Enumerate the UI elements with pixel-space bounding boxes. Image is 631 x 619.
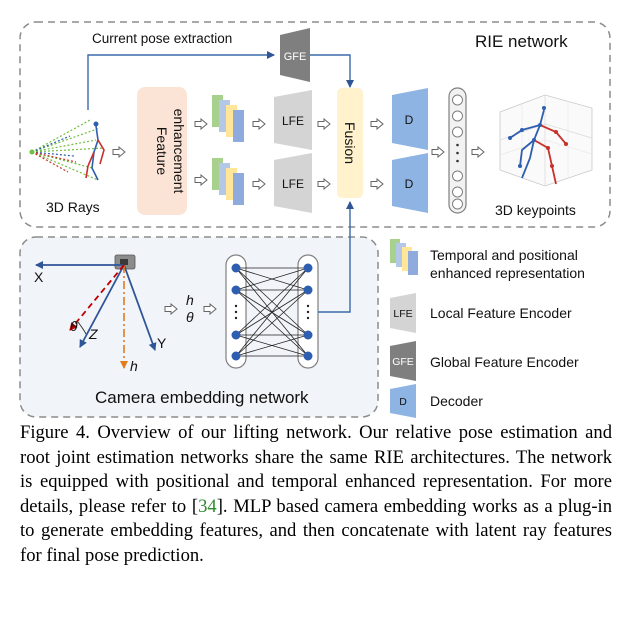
arrow-rays-to-feature (112, 146, 126, 158)
3d-rays-label: 3D Rays (46, 199, 100, 215)
decoder-label-top: D (405, 113, 414, 127)
current-pose-label: Current pose extraction (92, 31, 232, 46)
axis-x-label: X (34, 269, 44, 285)
gfe-block (280, 28, 310, 82)
lfe-block-bottom (274, 153, 312, 213)
decoder-label-bottom: D (405, 177, 414, 191)
feature-enhancement-line2: enhancement (171, 109, 187, 194)
stacked-representation-bottom (212, 158, 244, 205)
stacked-representation-top (212, 95, 244, 142)
fusion-label: Fusion (342, 122, 358, 164)
feature-enhancement-line1: Feature (154, 127, 170, 175)
lfe-block-top (274, 90, 312, 150)
arrow-lfe-to-fusion-bottom (317, 178, 331, 190)
lfe-label-bottom: LFE (282, 177, 304, 191)
fusion-box (337, 88, 363, 198)
rie-network-region (19, 21, 611, 228)
3d-keypoints-label: 3D keypoints (495, 202, 576, 218)
3d-keypoints-plot (499, 94, 593, 187)
legend-gfe-icon (390, 341, 416, 381)
camera-embedding-title: Camera embedding network (95, 388, 309, 407)
gfe-to-fusion-line (310, 54, 354, 88)
caption-citation-link[interactable]: 34 (198, 495, 217, 517)
arrow-decoder-to-output (431, 146, 445, 158)
gfe-label: GFE (284, 51, 307, 63)
axis-z-label: Z (88, 326, 98, 342)
decoder-block-bottom (392, 153, 428, 213)
caption-text: Figure 4. Overview of our lifting networ… (20, 422, 612, 517)
lifting-network-figure: RIE network Current pose extraction GFE … (19, 21, 611, 418)
3d-rays-illustration (29, 119, 105, 181)
camera-coordinate-illustration (35, 254, 157, 369)
legend-lfe-text: Local Feature Encoder (430, 305, 572, 321)
legend-lfe-icon (390, 293, 416, 333)
legend-temporal-line1: Temporal and positional (430, 247, 578, 263)
arrow-feature-to-stack-top (194, 118, 208, 130)
legend-gfe-icon-label: GFE (392, 356, 414, 368)
theta-label: θ (70, 318, 78, 334)
legend-gfe-text: Global Feature Encoder (430, 354, 579, 370)
figure-caption: Figure 4. Overview of our lifting networ… (20, 421, 612, 569)
lfe-label-top: LFE (282, 114, 304, 128)
legend-decoder-icon-label: D (399, 396, 407, 408)
param-theta-label: θ (186, 309, 194, 325)
feature-enhancement-box (137, 87, 187, 215)
arrow-lfe-to-fusion-top (317, 118, 331, 130)
rie-network-title: RIE network (475, 32, 568, 51)
arrow-stack-to-lfe-top (252, 118, 266, 130)
output-node-column (448, 87, 467, 214)
arrow-stack-to-lfe-bottom (252, 178, 266, 190)
arrow-output-to-keypoints (471, 146, 485, 158)
arrow-fusion-to-decoder-bottom (370, 178, 384, 190)
legend-decoder-text: Decoder (430, 393, 483, 409)
param-h-label: h (186, 292, 194, 308)
legend-temporal-line2: enhanced representation (430, 265, 585, 281)
axis-y-label: Y (157, 335, 167, 351)
legend-decoder-icon (390, 384, 416, 418)
height-label: h (130, 358, 138, 374)
caption-text-end: ]. MLP based camera embedding works as a… (20, 495, 612, 566)
arrow-fusion-to-decoder-top (370, 118, 384, 130)
mlp-to-fusion-line (318, 201, 354, 313)
legend-lfe-icon-label: LFE (393, 308, 412, 320)
arrow-feature-to-stack-bottom (194, 174, 208, 186)
legend-temporal-icon (390, 239, 418, 275)
current-pose-line (87, 51, 275, 110)
decoder-block-top (392, 88, 428, 150)
